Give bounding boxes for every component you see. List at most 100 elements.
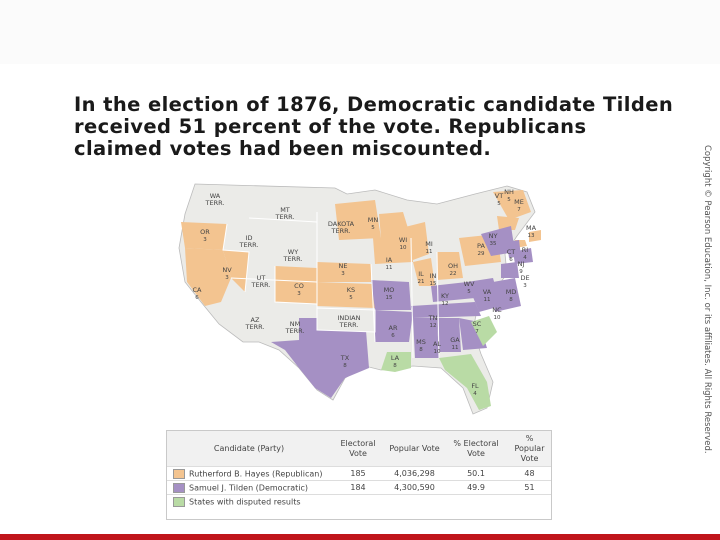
slide-headline: In the election of 1876, Democratic cand… <box>74 93 674 160</box>
election-map: WA TERR. OR 3 CA 6 NV 3 ID TERR. MT TERR. WY TERR. UT T… <box>175 182 545 418</box>
candidate-name: Samuel J. Tilden (Democratic) <box>189 483 309 492</box>
column-header-pct-electoral: % Electoral Vote <box>453 439 499 458</box>
electoral-vote-label: 29 <box>478 251 485 257</box>
electoral-vote-label: 5 <box>371 225 375 231</box>
electoral-vote-label: 15 <box>430 281 437 287</box>
results-table: Candidate (Party) Electoral Vote Popular… <box>166 430 552 520</box>
state-label: KY 12 <box>441 292 449 307</box>
state-label: ME 7 <box>514 198 524 213</box>
state-label: KS 5 <box>347 286 355 301</box>
electoral-vote-label: 5 <box>349 295 353 301</box>
column-header-pct-popular: % Popular Vote <box>514 434 545 463</box>
electoral-vote-label: 11 <box>426 249 433 255</box>
state-label: MO 15 <box>384 286 395 301</box>
electoral-vote-cell <box>331 494 385 508</box>
electoral-vote-cell: 185 <box>331 466 385 481</box>
electoral-vote-label: 8 <box>419 347 423 353</box>
popular-vote-cell: 4,036,298 <box>385 466 444 481</box>
state-label: LA 8 <box>391 354 400 369</box>
state-label: SC 7 <box>473 320 482 335</box>
electoral-vote-label: 7 <box>475 329 479 335</box>
electoral-vote-cell: 184 <box>331 480 385 495</box>
copyright-notice: Copyright © Pearson Education, Inc. or i… <box>700 145 712 454</box>
state-label: MN 5 <box>368 216 379 231</box>
electoral-vote-label: 11 <box>452 345 459 351</box>
state-label: RI 4 <box>522 246 529 261</box>
state-label: WY TERR. <box>283 248 303 263</box>
electoral-vote-label: 22 <box>450 271 457 277</box>
column-header-popular-vote: Popular Vote <box>389 444 440 453</box>
column-header-electoral-vote: Electoral Vote <box>340 439 376 458</box>
republican-states <box>181 190 541 308</box>
state-label: MT TERR. <box>275 206 295 221</box>
state-label: DAKOTA TERR. <box>328 220 355 235</box>
table-row: Rutherford B. Hayes (Republican) 185 4,0… <box>167 466 551 481</box>
table-row: States with disputed results <box>167 494 551 508</box>
electoral-vote-label: 8 <box>343 363 347 369</box>
state-label: FL 4 <box>471 382 479 397</box>
state-label: DE 3 <box>520 274 529 289</box>
state-label: MI 11 <box>425 240 433 255</box>
table-header-row: Candidate (Party) Electoral Vote Popular… <box>167 431 551 467</box>
electoral-vote-label: 3 <box>225 275 229 281</box>
state-label: PA 29 <box>477 242 486 257</box>
candidate-name: States with disputed results <box>189 497 301 506</box>
state-label: UT TERR. <box>251 274 271 289</box>
electoral-vote-label: 5 <box>507 197 511 203</box>
pct-popular-cell: 51 <box>508 480 551 495</box>
state-label: NH 5 <box>504 188 514 203</box>
table-row: Samuel J. Tilden (Democratic) 184 4,300,… <box>167 480 551 495</box>
electoral-vote-label: 3 <box>341 271 345 277</box>
state-label: WI 10 <box>399 236 407 251</box>
electoral-vote-label: 3 <box>523 283 527 289</box>
electoral-vote-label: 12 <box>430 323 437 329</box>
state-label: MS 8 <box>416 338 426 353</box>
candidate-name: Rutherford B. Hayes (Republican) <box>189 469 323 478</box>
column-header-candidate: Candidate (Party) <box>213 444 285 453</box>
democratic-swatch <box>173 482 185 493</box>
popular-vote-cell: 4,300,590 <box>385 480 444 495</box>
electoral-vote-label: 11 <box>386 265 393 271</box>
state-label: VT 5 <box>495 192 503 207</box>
state-label: VA 11 <box>483 288 492 303</box>
state-label: INDIAN TERR. <box>337 314 360 329</box>
state-label: CT 6 <box>507 248 516 263</box>
state-borders <box>222 212 440 359</box>
electoral-vote-label: 21 <box>418 279 425 285</box>
republican-swatch <box>173 468 185 479</box>
pct-electoral-cell <box>444 494 508 508</box>
state-label: NC 10 <box>492 306 502 321</box>
state-label: OH 22 <box>448 262 458 277</box>
state-label: NY 35 <box>489 232 498 247</box>
disputed-states <box>381 316 497 410</box>
electoral-vote-label: 12 <box>442 301 449 307</box>
electoral-vote-label: 3 <box>203 237 207 243</box>
electoral-vote-label: 5 <box>497 201 501 207</box>
electoral-vote-label: 13 <box>528 233 535 239</box>
state-label: NM TERR. <box>285 320 305 335</box>
electoral-vote-label: 4 <box>523 255 527 261</box>
copyright-text: Copyright © Pearson Education, Inc. or i… <box>702 145 712 454</box>
electoral-vote-label: 11 <box>484 297 491 303</box>
pct-popular-cell <box>508 494 551 508</box>
state-label: OR 3 <box>200 228 210 243</box>
state-label: AR 6 <box>389 324 398 339</box>
electoral-vote-label: 35 <box>490 241 497 247</box>
electoral-vote-label: 7 <box>517 207 521 213</box>
electoral-vote-label: 10 <box>400 245 407 251</box>
electoral-vote-label: 10 <box>494 315 501 321</box>
state-label: CA 6 <box>193 286 203 301</box>
electoral-vote-label: 9 <box>519 269 523 275</box>
pct-popular-cell: 48 <box>508 466 551 481</box>
map-labels: WA TERR. OR 3 CA 6 NV 3 ID TERR. MT TERR. WY TERR. UT T… <box>193 188 537 397</box>
state-label: NV 3 <box>222 266 232 281</box>
us-map-svg: WA TERR. OR 3 CA 6 NV 3 ID TERR. MT TERR. WY TERR. UT T… <box>178 183 541 415</box>
state-label: TX 8 <box>340 354 350 369</box>
state-label: WA TERR. <box>205 192 225 207</box>
electoral-vote-label: 6 <box>195 295 199 301</box>
state-label: WV 5 <box>464 280 475 295</box>
disputed-swatch <box>173 496 185 507</box>
state-label: ID TERR. <box>239 234 259 249</box>
pct-electoral-cell: 50.1 <box>444 466 508 481</box>
electoral-vote-label: 15 <box>386 295 393 301</box>
